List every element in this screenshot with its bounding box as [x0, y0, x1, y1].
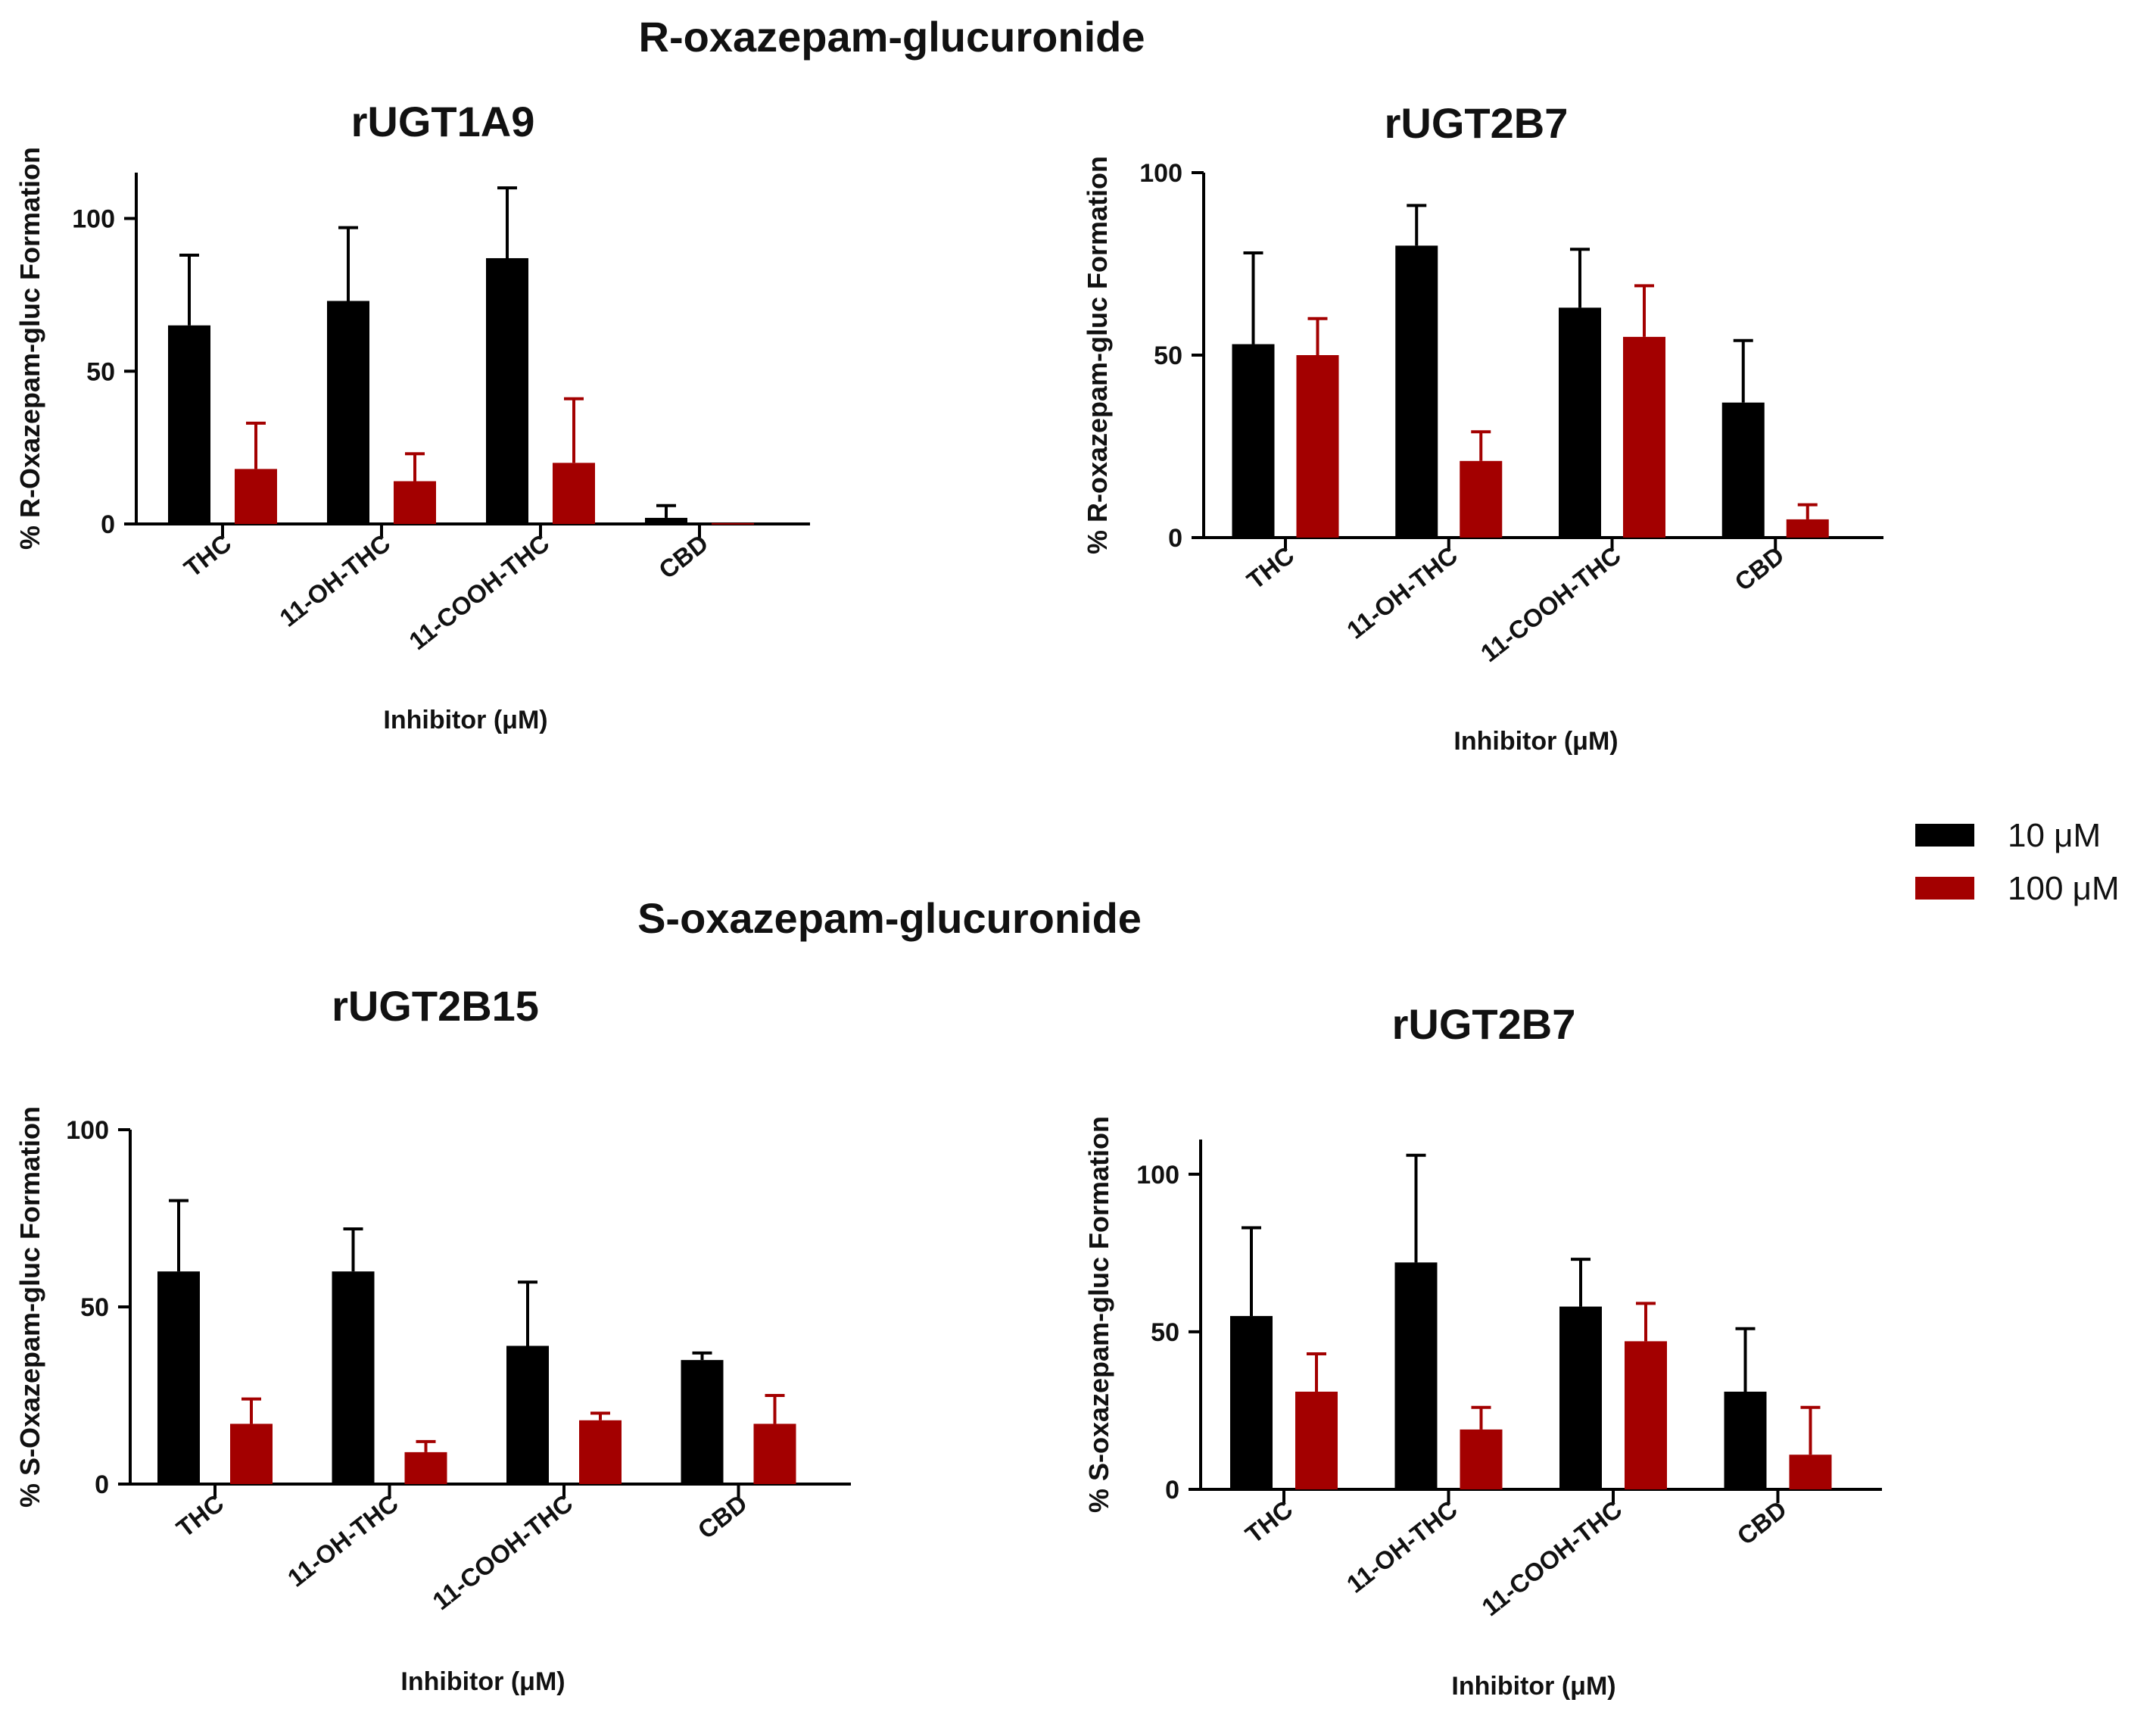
x-axis-label: Inhibitor (μM)	[400, 1667, 565, 1696]
bar-thc-10-m	[168, 325, 210, 524]
bar-cbd-100-m	[712, 522, 754, 525]
bar-11-oh-thc-10-m	[327, 301, 369, 524]
bar-11-oh-thc-100-m	[1460, 1429, 1503, 1489]
x-tick-label-thc: THC	[1242, 541, 1299, 594]
x-tick-label-11-oh-thc: 11-OH-THC	[274, 529, 395, 631]
bar-thc-100-m	[235, 469, 277, 524]
x-tick-label-thc: THC	[179, 529, 236, 582]
legend-label-100um: 100 μM	[2008, 870, 2120, 907]
bar-11-cooh-thc-10-m	[1559, 1306, 1602, 1489]
y-tick-label: 100	[72, 205, 115, 234]
bar-thc-10-m	[1230, 1316, 1273, 1489]
chart-title: rUGT1A9	[351, 98, 535, 145]
y-tick-label: 100	[66, 1116, 109, 1145]
y-tick-label: 50	[1154, 341, 1182, 370]
y-axis-label: % S-Oxazepam-gluc Formation	[14, 1106, 45, 1508]
bar-11-oh-thc-100-m	[394, 481, 436, 524]
chart-panel-3: rUGT2B15 0 50 100 % S-Oxazepam-gluc Formatio…	[14, 982, 851, 1696]
chart-title: rUGT2B15	[332, 982, 539, 1030]
y-axis-label: % R-Oxazepam-gluc Formation	[14, 147, 45, 550]
y-tick-label: 0	[1168, 524, 1182, 553]
bar-11-oh-thc-10-m	[1394, 1262, 1438, 1489]
x-tick-label-cbd: CBD	[1729, 541, 1789, 596]
x-tick-label-cbd: CBD	[653, 529, 713, 584]
y-axis-label: % S-oxazepam-gluc Formation	[1083, 1116, 1114, 1513]
bar-cbd-100-m	[753, 1423, 796, 1484]
chart-title: rUGT2B7	[1392, 1000, 1576, 1048]
legend-swatch-10um	[1915, 824, 1974, 847]
y-tick-label: 100	[1139, 159, 1182, 188]
y-tick-label: 50	[86, 357, 115, 386]
x-tick-label-11-oh-thc: 11-OH-THC	[1341, 541, 1463, 644]
bar-11-cooh-thc-100-m	[579, 1420, 622, 1484]
section-title-r: R-oxazepam-glucuronide	[639, 13, 1145, 61]
x-axis-label: Inhibitor (μM)	[1453, 727, 1618, 756]
x-tick-label-thc: THC	[1240, 1495, 1298, 1548]
y-tick-label: 50	[80, 1293, 109, 1322]
x-tick-label-thc: THC	[171, 1489, 229, 1542]
y-tick-label: 100	[1136, 1161, 1179, 1190]
bar-thc-100-m	[1296, 355, 1339, 538]
bar-thc-10-m	[1232, 344, 1275, 538]
x-tick-label-11-cooh-thc: 11-COOH-THC	[427, 1489, 578, 1615]
bar-cbd-10-m	[1724, 1391, 1767, 1489]
bar-11-cooh-thc-10-m	[506, 1345, 549, 1484]
bar-11-cooh-thc-10-m	[486, 257, 528, 524]
y-tick-label: 0	[95, 1470, 109, 1499]
x-tick-label-11-oh-thc: 11-OH-THC	[1341, 1495, 1463, 1598]
x-tick-label-11-cooh-thc: 11-COOH-THC	[403, 529, 554, 655]
bar-11-cooh-thc-100-m	[553, 463, 595, 524]
y-tick-label: 0	[101, 510, 115, 539]
y-tick-label: 0	[1165, 1476, 1179, 1505]
bar-thc-10-m	[157, 1271, 200, 1484]
x-tick-label-cbd: CBD	[1732, 1495, 1792, 1550]
bar-11-oh-thc-100-m	[1460, 460, 1503, 538]
chart-title: rUGT2B7	[1385, 99, 1569, 147]
section-title-s: S-oxazepam-glucuronide	[637, 894, 1142, 942]
x-tick-label-cbd: CBD	[693, 1489, 752, 1544]
x-axis-label: Inhibitor (μM)	[383, 706, 547, 734]
legend-swatch-100um	[1915, 877, 1974, 900]
bar-thc-100-m	[230, 1423, 273, 1484]
x-tick-label-11-cooh-thc: 11-COOH-THC	[1476, 1495, 1627, 1621]
bar-cbd-10-m	[645, 517, 687, 524]
bar-cbd-10-m	[1721, 402, 1765, 538]
x-tick-label-11-cooh-thc: 11-COOH-THC	[1475, 541, 1626, 667]
bar-11-oh-thc-10-m	[1395, 245, 1438, 538]
x-tick-label-11-oh-thc: 11-OH-THC	[282, 1489, 403, 1592]
chart-panel-2: rUGT2B7 0 50 100 % R-oxazepam-gluc Formation…	[1082, 99, 1883, 756]
bar-11-oh-thc-10-m	[332, 1271, 375, 1484]
chart-panel-4: rUGT2B7 0 50 100 % S-oxazepam-gluc Formation…	[1083, 1000, 1882, 1701]
bar-cbd-100-m	[1789, 1455, 1832, 1489]
x-axis-label: Inhibitor (μM)	[1451, 1672, 1615, 1701]
legend-label-10um: 10 μM	[2008, 817, 2101, 854]
bar-11-cooh-thc-100-m	[1625, 1341, 1667, 1489]
bar-thc-100-m	[1295, 1391, 1338, 1489]
legend: 10 μM 100 μM	[1915, 817, 2120, 907]
bar-11-cooh-thc-10-m	[1559, 307, 1601, 538]
bar-11-oh-thc-100-m	[404, 1452, 447, 1484]
bar-11-cooh-thc-100-m	[1623, 336, 1665, 538]
bar-cbd-100-m	[1786, 519, 1829, 538]
y-axis-label: % R-oxazepam-gluc Formation	[1082, 156, 1113, 554]
chart-panel-1: rUGT1A9 0 50 100 % R-Oxazepam-gluc Formation…	[14, 98, 810, 734]
bar-cbd-10-m	[681, 1360, 724, 1484]
y-tick-label: 50	[1151, 1318, 1179, 1347]
